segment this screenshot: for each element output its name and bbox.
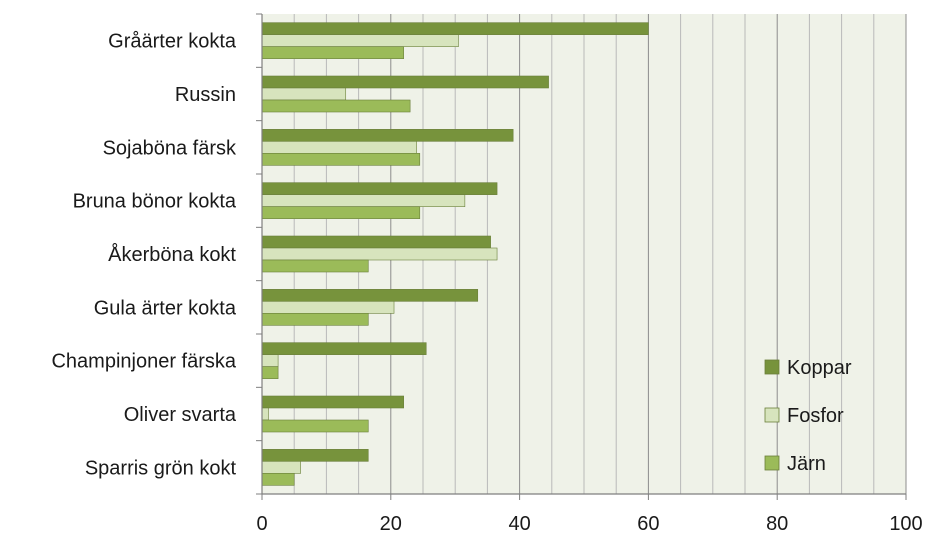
bar-järn xyxy=(261,313,369,326)
x-tick-labels: 0 20 40 60 80 100 xyxy=(256,513,922,535)
x-tick-label: 0 xyxy=(256,513,267,535)
legend-label-koppar: Koppar xyxy=(787,357,852,379)
x-tick-label: 80 xyxy=(766,513,788,535)
bar-järn xyxy=(261,206,421,219)
category-label: Bruna bönor kokta xyxy=(73,191,237,213)
gridlines xyxy=(293,14,907,494)
legend-swatch-fosfor xyxy=(764,407,780,423)
bar-järn xyxy=(261,259,369,273)
bar-koppar xyxy=(261,22,649,35)
bar-järn xyxy=(261,153,421,166)
category-labels: Gråärter kokta Russin Sojaböna färsk Bruna … xyxy=(51,31,237,480)
category-label: Gråärter kokta xyxy=(108,31,237,53)
category-label: Sojaböna färsk xyxy=(103,137,237,159)
x-tick-label: 20 xyxy=(380,513,402,535)
bar-järn xyxy=(261,366,279,379)
category-label: Gula ärter kokta xyxy=(94,297,237,319)
bars xyxy=(261,22,649,486)
category-label: Sparris grön kokt xyxy=(85,457,237,479)
category-label: Åkerböna kokt xyxy=(108,243,236,266)
bar-järn xyxy=(261,473,295,486)
bar-koppar xyxy=(261,182,498,195)
bar-fosfor xyxy=(261,87,347,101)
bar-koppar xyxy=(261,395,404,409)
bar-koppar xyxy=(261,449,369,462)
bar-fosfor xyxy=(261,407,269,421)
legend: Koppar Fosfor Järn xyxy=(764,357,852,475)
bar-koppar xyxy=(261,75,549,89)
bar-koppar xyxy=(261,342,427,355)
bar-koppar xyxy=(261,129,514,142)
bar-fosfor xyxy=(261,301,395,314)
legend-swatch-koppar xyxy=(764,359,780,375)
bar-fosfor xyxy=(261,194,466,207)
category-label: Russin xyxy=(175,84,236,106)
x-tick-label: 100 xyxy=(889,513,922,535)
bar-järn xyxy=(261,46,404,59)
bar-fosfor xyxy=(261,247,498,261)
bar-fosfor xyxy=(261,354,279,367)
legend-swatch-järn xyxy=(764,455,780,471)
bar-järn xyxy=(261,419,369,433)
x-tick-label: 40 xyxy=(508,513,530,535)
legend-label-fosfor: Fosfor xyxy=(787,405,844,427)
x-tick-label: 60 xyxy=(637,513,659,535)
bar-fosfor xyxy=(261,141,417,154)
legend-label-järn: Järn xyxy=(787,453,826,475)
bar-fosfor xyxy=(261,34,459,47)
category-label: Champinjoner färska xyxy=(51,351,236,373)
bar-koppar xyxy=(261,235,491,249)
category-label: Oliver svarta xyxy=(124,404,237,426)
bar-fosfor xyxy=(261,461,301,474)
axes xyxy=(256,13,907,500)
bar-koppar xyxy=(261,289,479,302)
bar-järn xyxy=(261,99,411,113)
